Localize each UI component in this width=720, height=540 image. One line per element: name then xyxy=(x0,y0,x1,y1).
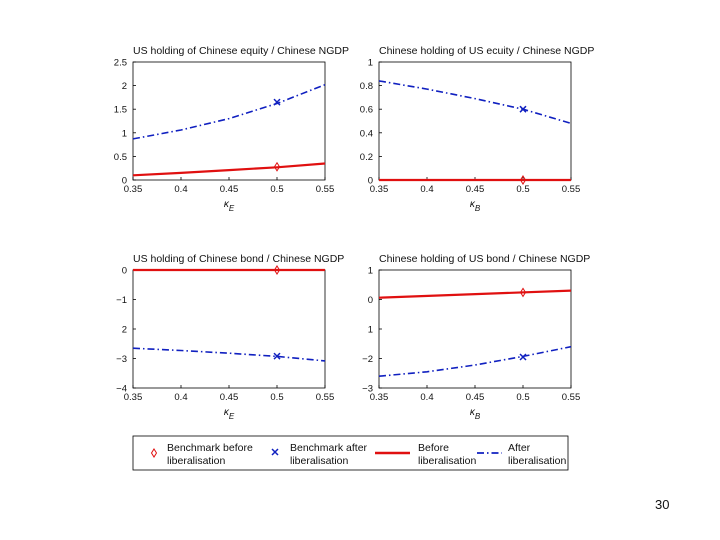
legend-label-line-1: Benchmark after xyxy=(290,442,368,454)
series-before-liberalisation xyxy=(378,289,572,299)
benchmark-after-marker xyxy=(519,353,527,361)
y-tick-label: 2.5 xyxy=(114,58,127,69)
y-tick-label: −3 xyxy=(116,354,127,365)
benchmark-before-marker xyxy=(273,265,281,275)
legend-after-marker-icon xyxy=(271,448,279,456)
x-tick-label: 0.4 xyxy=(174,184,187,195)
y-tick-label: 0.4 xyxy=(360,128,373,139)
benchmark-after-marker xyxy=(273,352,281,360)
y-tick-label: 1 xyxy=(368,58,373,69)
legend-label-line-1: Benchmark before xyxy=(167,442,253,454)
series-after-liberalisation xyxy=(132,347,326,362)
x-tick-label: 0.4 xyxy=(420,392,433,403)
y-tick-label: 2 xyxy=(122,325,127,336)
y-tick-label: 0.6 xyxy=(360,105,373,116)
x-axis-subscript: B xyxy=(475,204,481,213)
legend-label-line-2: liberalisation xyxy=(418,455,477,467)
x-axis-subscript: E xyxy=(229,204,235,213)
y-tick-label: −3 xyxy=(362,384,373,395)
x-tick-label: 0.5 xyxy=(516,392,529,403)
legend: Benchmark beforeliberalisationBenchmark … xyxy=(132,435,569,471)
chart-panel-2: Chinese holding of US ecuity / Chinese N… xyxy=(360,45,595,213)
benchmark-after-marker xyxy=(519,105,527,113)
chart-title: Chinese holding of US bond / Chinese NGD… xyxy=(379,253,590,265)
x-axis-label: κB xyxy=(470,199,481,213)
y-tick-label: 0 xyxy=(368,176,373,187)
x-axis-symbol: κ xyxy=(470,407,476,418)
y-tick-label: 0 xyxy=(122,266,127,277)
y-tick-label: 0.5 xyxy=(114,152,127,163)
x-tick-label: 0.35 xyxy=(370,392,389,403)
x-axis-symbol: κ xyxy=(470,199,476,210)
benchmark-after-marker xyxy=(273,98,281,106)
series-after-liberalisation xyxy=(378,80,572,125)
x-axis-symbol: κ xyxy=(224,199,230,210)
series-after-liberalisation xyxy=(378,345,572,377)
page-number: 30 xyxy=(655,497,670,512)
x-axis-subscript: B xyxy=(475,412,481,421)
series-before-liberalisation xyxy=(132,162,326,177)
chart-title: Chinese holding of US ecuity / Chinese N… xyxy=(379,45,594,57)
y-tick-label: 1.5 xyxy=(114,105,127,116)
chart-panel-1: US holding of Chinese equity / Chinese N… xyxy=(114,45,349,213)
legend-label-line-2: liberalisation xyxy=(290,455,349,467)
y-tick-label: 1 xyxy=(368,325,373,336)
y-tick-label: 1 xyxy=(368,266,373,277)
benchmark-before-marker xyxy=(519,175,527,185)
x-tick-label: 0.5 xyxy=(270,184,283,195)
benchmark-before-marker xyxy=(519,287,527,298)
x-tick-label: 0.45 xyxy=(220,392,239,403)
legend-before-marker-icon xyxy=(150,448,158,458)
y-tick-label: −1 xyxy=(116,295,127,306)
x-tick-label: 0.55 xyxy=(562,184,581,195)
series-after-liberalisation xyxy=(132,83,326,140)
x-tick-label: 0.35 xyxy=(124,392,143,403)
x-axis-label: κE xyxy=(224,199,235,213)
y-tick-label: 0.8 xyxy=(360,81,373,92)
chart-panel-4: Chinese holding of US bond / Chinese NGD… xyxy=(362,253,590,421)
x-tick-label: 0.55 xyxy=(316,184,335,195)
legend-label-line-1: Before xyxy=(418,442,449,454)
x-tick-label: 0.55 xyxy=(562,392,581,403)
x-axis-label: κE xyxy=(224,407,235,421)
y-tick-label: 0 xyxy=(368,295,373,306)
y-tick-label: 1 xyxy=(122,128,127,139)
chart-panel-3: US holding of Chinese bond / Chinese NGD… xyxy=(116,253,344,421)
chart-title: US holding of Chinese bond / Chinese NGD… xyxy=(133,253,344,265)
x-tick-label: 0.5 xyxy=(270,392,283,403)
plot-frame xyxy=(132,61,326,181)
y-tick-label: 0.2 xyxy=(360,152,373,163)
x-tick-label: 0.35 xyxy=(370,184,389,195)
x-tick-label: 0.5 xyxy=(516,184,529,195)
y-tick-label: 2 xyxy=(122,81,127,92)
legend-label-line-1: After xyxy=(508,442,531,454)
x-tick-label: 0.35 xyxy=(124,184,143,195)
benchmark-before-marker xyxy=(273,161,281,172)
x-tick-label: 0.45 xyxy=(220,184,239,195)
x-tick-label: 0.55 xyxy=(316,392,335,403)
plot-frame xyxy=(378,269,572,389)
chart-title: US holding of Chinese equity / Chinese N… xyxy=(133,45,349,57)
legend-label-line-2: liberalisation xyxy=(167,455,226,467)
x-tick-label: 0.45 xyxy=(466,184,485,195)
x-axis-subscript: E xyxy=(229,412,235,421)
x-axis-label: κB xyxy=(470,407,481,421)
plot-frame xyxy=(378,61,572,181)
y-tick-label: −2 xyxy=(362,354,373,365)
x-tick-label: 0.4 xyxy=(174,392,187,403)
x-tick-label: 0.45 xyxy=(466,392,485,403)
x-tick-label: 0.4 xyxy=(420,184,433,195)
plot-frame xyxy=(132,269,326,389)
legend-label-line-2: liberalisation xyxy=(508,455,567,467)
y-tick-label: 0 xyxy=(122,176,127,187)
y-tick-label: −4 xyxy=(116,384,127,395)
x-axis-symbol: κ xyxy=(224,407,230,418)
